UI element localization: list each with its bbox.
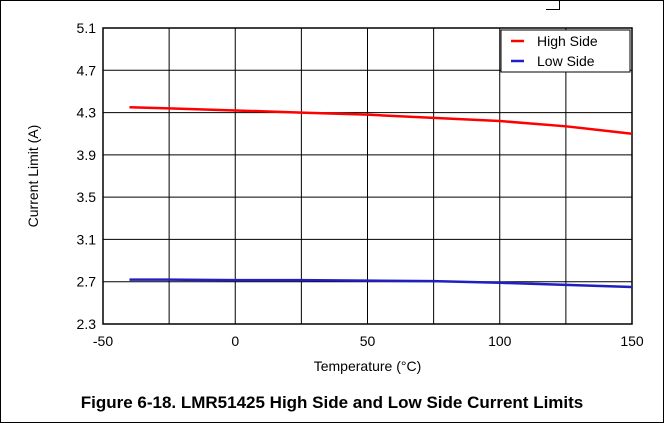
y-tick-label: 3.5	[77, 189, 97, 205]
y-tick-label: 3.9	[77, 147, 97, 163]
x-tick-label: 0	[231, 333, 239, 349]
series-line	[129, 106, 633, 135]
y-tick-label: 2.7	[77, 274, 97, 290]
x-tick-label: 100	[488, 333, 512, 349]
x-tick-label: -50	[93, 333, 113, 349]
y-tick-label: 4.7	[77, 62, 97, 78]
legend-box	[500, 29, 631, 73]
x-tick-label: 150	[620, 333, 644, 349]
y-tick-label: 2.3	[77, 316, 97, 332]
x-tick-label: 50	[360, 333, 376, 349]
corner-mark	[546, 0, 560, 10]
legend-label: Low Side	[537, 53, 595, 69]
figure-caption: Figure 6-18. LMR51425 High Side and Low …	[80, 393, 584, 412]
x-tick-labels: -50 0 50 100 150	[93, 333, 644, 349]
x-axis-label: Temperature (°C)	[314, 358, 422, 374]
series-line	[129, 278, 633, 289]
y-tick-label: 4.3	[77, 105, 97, 121]
legend-label: High Side	[537, 33, 598, 49]
y-tick-label: 5.1	[77, 20, 97, 36]
plot-area	[102, 27, 633, 325]
y-tick-label: 3.1	[77, 231, 97, 247]
y-tick-labels: 2.3 2.7 3.1 3.5 3.9 4.3 4.7 5.1	[77, 20, 97, 332]
y-axis-label: Current Limit (A)	[25, 125, 41, 228]
legend: High Side Low Side	[500, 29, 631, 73]
series-layer	[129, 106, 633, 289]
